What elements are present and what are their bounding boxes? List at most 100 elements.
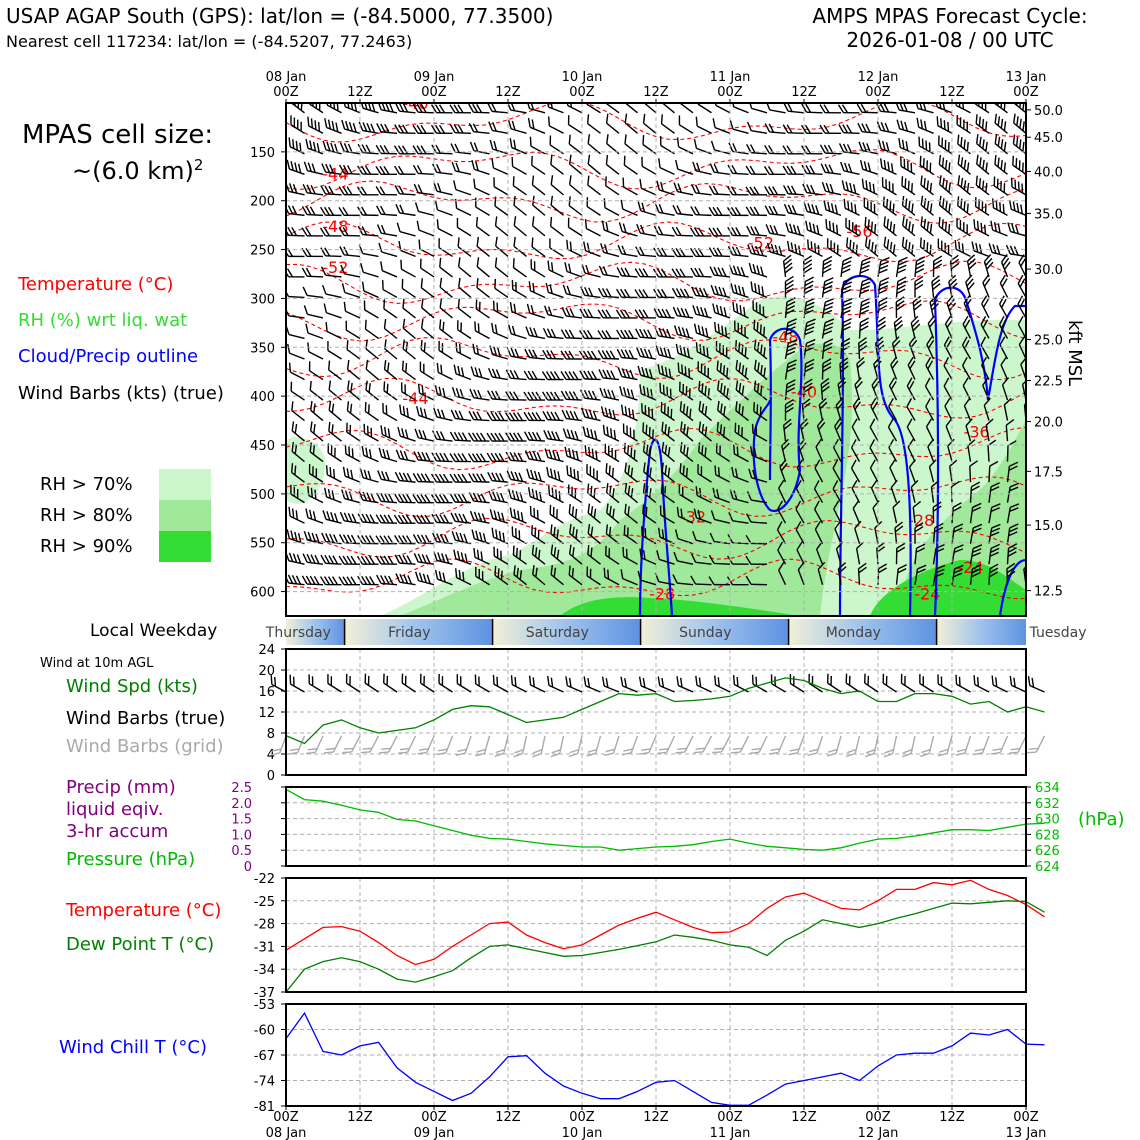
wind-barb [328, 400, 342, 422]
wind-barb-flag [441, 676, 444, 686]
wind-barb [969, 523, 983, 544]
wind-barb-shaft [902, 245, 916, 257]
wind-barb-shaft [399, 110, 416, 114]
wind-barb-flag [949, 459, 958, 467]
wind-barb-shaft [493, 309, 509, 319]
wind-barb-flag [311, 163, 316, 173]
wind-barb-flag [542, 411, 549, 420]
wind-barb [967, 439, 976, 462]
wind-barb [505, 369, 527, 381]
wind-barb-flag [414, 428, 420, 438]
wind-barb-shaft [938, 144, 953, 155]
wind-barb-flag [694, 267, 701, 277]
wind-barb-shaft [815, 446, 824, 462]
wind-barb [924, 377, 935, 401]
wind-barb-grid [990, 735, 1009, 755]
wind-barb-shaft [624, 143, 638, 155]
wind-barb-flag [983, 278, 991, 287]
wind-barb-flag [294, 465, 297, 476]
y-right-tick-label: 20.0 [1034, 416, 1063, 431]
wind-barb-shaft [325, 540, 342, 545]
wind-barb [322, 510, 342, 524]
wind-barb-flag [370, 123, 376, 133]
wind-barb-shaft [639, 254, 657, 258]
wind-barb-flag [383, 535, 390, 545]
wind-barb-flag [1018, 160, 1021, 170]
wind-barb-flag [916, 543, 926, 549]
wind-barb [378, 447, 398, 463]
wind-barb-flag [974, 748, 985, 752]
wind-barb-flag [642, 385, 646, 396]
wind-barb-flag [1008, 527, 1019, 533]
wind-barb-flag [365, 535, 372, 544]
wind-barb-flag [363, 423, 366, 434]
x-top-hour-label: 00Z [421, 85, 447, 100]
wind-barb [376, 205, 398, 217]
wind-barb [680, 421, 694, 442]
wind-barb [817, 561, 826, 585]
wind-barb-flag [753, 339, 757, 350]
wind-barb [586, 566, 601, 586]
wind-barb-shaft [586, 575, 601, 586]
wind-barb-shaft [306, 583, 324, 586]
wind-barb-flag [270, 675, 273, 685]
wind-barb-flag [350, 103, 354, 110]
wind-barb-flag [365, 144, 372, 154]
wind-barb [468, 473, 490, 483]
wind-barb-flag [399, 204, 405, 214]
wind-barb-shaft [926, 344, 935, 360]
wind-barb-flag [642, 289, 649, 298]
wind-barb [456, 217, 472, 237]
wind-barb-flag [438, 494, 446, 503]
wind-barb-flag [877, 316, 886, 324]
wind-barb-flag [364, 319, 367, 330]
wind-barb-flag [585, 264, 590, 275]
wind-barb-flag [676, 307, 682, 317]
wind-barb-flag [423, 363, 425, 374]
wind-barb-flag [400, 382, 403, 392]
wind-barb-flag [896, 288, 906, 295]
wind-barb-flag [549, 468, 554, 478]
wind-barb-flag [782, 124, 789, 134]
wind-barb-flag [707, 367, 710, 378]
wind-barb-flag [291, 205, 298, 215]
wind-barb-flag [678, 115, 681, 125]
wind-barb [634, 289, 657, 299]
wind-barb [914, 256, 926, 277]
wind-barb-shaft [325, 274, 342, 278]
wind-barb-flag [375, 555, 382, 565]
wind-barb-shaft [483, 735, 491, 754]
wind-barb-shaft [346, 348, 361, 360]
wind-barb-flag [824, 301, 834, 307]
wind-barb-flag [824, 322, 834, 328]
wind-barb [303, 305, 324, 319]
wind-barb-flag [273, 424, 282, 433]
wind-barb-flag [493, 546, 495, 557]
wind-barb-flag [842, 305, 852, 311]
wind-barb-flag [1003, 183, 1006, 193]
wind-barb-flag [620, 569, 624, 579]
wind-barb-flag [848, 675, 851, 686]
wind-barb-flag [569, 241, 572, 252]
wind-barb-flag [861, 281, 871, 287]
wind-barb [493, 546, 509, 565]
wind-barb-flag [590, 506, 594, 516]
wind-barb-grid [417, 735, 435, 755]
wind-barb-flag [836, 244, 839, 255]
wind-barb-flag [656, 180, 660, 191]
wind-barb-flag [624, 678, 628, 688]
wind-barb-shaft [751, 107, 768, 114]
wind-barb-flag [393, 145, 401, 155]
wind-barb [341, 119, 361, 134]
wind-barb-shaft [788, 212, 805, 217]
wind-barb [778, 479, 787, 503]
wind-barb-flag [286, 529, 291, 539]
wind-barb-flag [624, 288, 631, 298]
wind-barb-flag [553, 371, 561, 380]
wind-barb-shaft [658, 316, 675, 319]
wind-barb-flag [824, 163, 830, 174]
wind-barb-flag [648, 427, 651, 437]
wind-barb [324, 487, 342, 504]
wind-barb-flag [825, 182, 830, 193]
wind-barb-flag [852, 397, 860, 407]
